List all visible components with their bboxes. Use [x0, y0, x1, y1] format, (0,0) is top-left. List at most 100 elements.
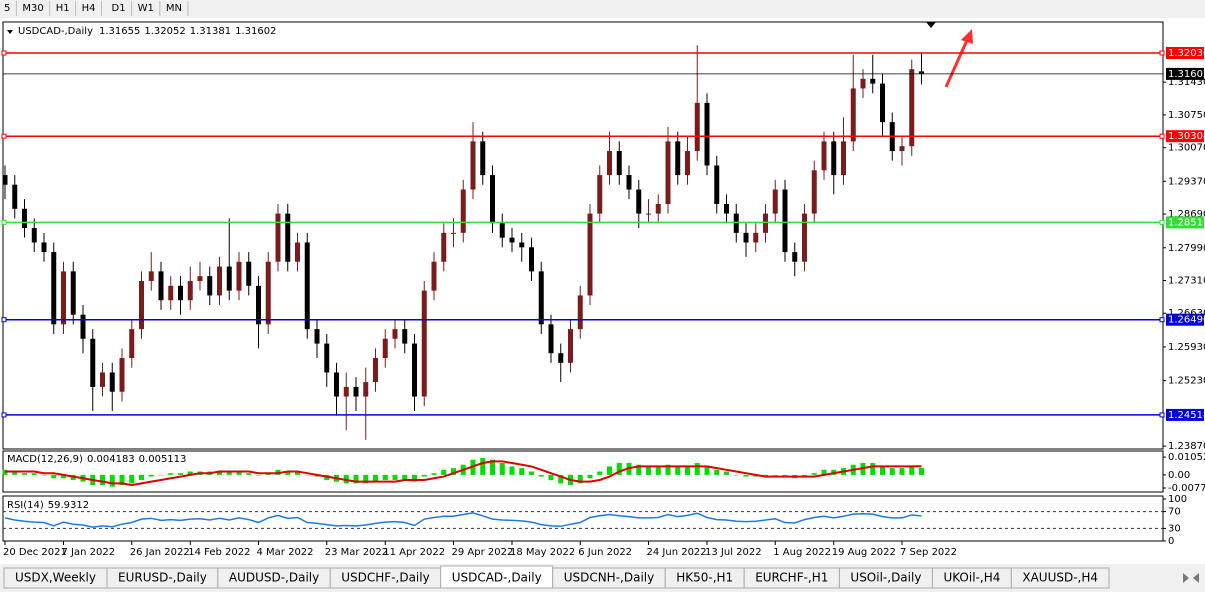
rsi-line	[4, 512, 922, 528]
macd-bar	[685, 466, 690, 475]
tab-label[interactable]: EURCHF-,H1	[755, 571, 828, 585]
timeframe-button[interactable]: D1	[112, 3, 126, 14]
candle-body	[646, 213, 651, 215]
macd-signal	[5, 460, 922, 487]
candle-body	[256, 285, 261, 325]
tab-label[interactable]: USOil-,Daily	[850, 571, 921, 585]
shift-marker	[926, 22, 936, 28]
x-tick-label: 14 Feb 2022	[188, 547, 250, 558]
macd-bar	[577, 474, 583, 484]
x-tick-label: 4 Mar 2022	[257, 547, 314, 558]
x-tick-label: 7 Sep 2022	[900, 547, 957, 558]
x-tick-label: 13 Jul 2022	[705, 547, 762, 558]
candle-body	[753, 232, 759, 243]
tab[interactable]: XAUUSD-,H4	[1010, 567, 1110, 589]
candle-body	[821, 141, 827, 171]
tab-label[interactable]: USDX,Weekly	[15, 571, 96, 585]
tab-label[interactable]: AUDUSD-,Daily	[229, 571, 319, 585]
tab[interactable]: UKOil-,H4	[931, 567, 1012, 589]
candle-body	[129, 329, 135, 359]
macd-label: MACD(12,26,9)	[7, 454, 83, 465]
tab[interactable]: USDX,Weekly	[3, 567, 108, 589]
macd-bar	[694, 463, 700, 475]
tab-scroll-left[interactable]	[1193, 573, 1199, 583]
tab[interactable]: USOil-,Daily	[838, 567, 933, 589]
tab-label[interactable]: HK50-,H1	[676, 571, 733, 585]
candle-body	[41, 242, 47, 253]
tab-scroll-right[interactable]	[1183, 573, 1189, 583]
macd-bar	[441, 469, 447, 475]
tab-background[interactable]	[1010, 567, 1110, 589]
candle-body	[782, 189, 788, 253]
annotation-arrow	[944, 29, 973, 88]
macd-bar	[139, 474, 144, 480]
candle-body	[392, 329, 398, 339]
tab-label[interactable]: UKOil-,H4	[943, 571, 1000, 585]
macd-bar	[889, 468, 895, 475]
macd-label: 0.005113	[139, 454, 187, 465]
candle-body	[704, 102, 710, 166]
macd-label: 0.004183	[87, 454, 135, 465]
timeframe-button[interactable]: W1	[138, 3, 154, 14]
candle-body	[607, 151, 612, 176]
candle-body	[772, 189, 778, 214]
timeframe-button[interactable]: H4	[82, 3, 96, 14]
candle-body	[12, 184, 18, 209]
candle-body	[724, 203, 729, 214]
tab[interactable]: EURCHF-,H1	[743, 567, 840, 589]
macd-bar	[909, 466, 915, 475]
candle-body	[343, 386, 349, 397]
tab[interactable]: EURUSD-,Daily	[106, 567, 219, 589]
header-ohlc: 1.32052	[144, 26, 185, 37]
tab-label[interactable]: XAUUSD-,H4	[1022, 571, 1098, 585]
macd-bar	[899, 468, 905, 475]
candle-body	[197, 276, 203, 281]
candle-body	[314, 329, 320, 344]
candle-body	[431, 261, 437, 291]
macd-bar	[558, 474, 564, 484]
candle-body	[655, 203, 661, 214]
macd-bar	[31, 473, 37, 475]
tab[interactable]: HK50-,H1	[664, 567, 745, 589]
y-tick-label: 1.25230	[1168, 376, 1205, 387]
candle-body	[480, 141, 486, 176]
macd-bar	[363, 474, 369, 484]
macd-bar	[158, 474, 164, 476]
tab-label[interactable]: EURUSD-,Daily	[118, 571, 207, 585]
timeframe-button[interactable]: MN	[166, 3, 182, 14]
timeframe-button[interactable]: 5	[4, 3, 10, 14]
macd-bar	[295, 471, 300, 475]
tab-label[interactable]: USDCAD-,Daily	[452, 571, 542, 585]
macd-bar	[655, 466, 661, 475]
current-price-label: 1.31602	[1168, 69, 1205, 80]
candle-body	[2, 175, 8, 185]
candle-body	[509, 237, 515, 243]
candle-body	[460, 189, 466, 233]
candle-body	[909, 69, 915, 147]
x-tick-label: 23 Mar 2022	[325, 547, 388, 558]
timeframe-button[interactable]: M30	[22, 3, 43, 14]
level-label-box	[1166, 408, 1204, 421]
macd-bar	[178, 473, 183, 475]
tab[interactable]: USDCHF-,Daily	[329, 567, 442, 589]
candle-body	[577, 295, 583, 330]
candle-body	[451, 232, 456, 234]
candle-body	[373, 358, 378, 383]
tab-label[interactable]: USDCHF-,Daily	[341, 571, 429, 585]
candle-body	[792, 252, 798, 262]
macd-bar	[636, 464, 642, 475]
tab[interactable]: AUDUSD-,Daily	[217, 567, 331, 589]
tab-label[interactable]: USDCNH-,Daily	[564, 571, 655, 585]
candle-body	[187, 280, 193, 301]
toolbar	[0, 0, 1205, 18]
timeframe-button[interactable]: H1	[56, 3, 70, 14]
macd-bar	[714, 469, 720, 475]
macd-bar	[168, 473, 174, 475]
tab[interactable]: USDCAD-,Daily	[440, 565, 554, 589]
candle-body	[412, 343, 417, 397]
macd-bar	[704, 466, 710, 475]
candle-body	[811, 170, 817, 214]
tab[interactable]: USDCNH-,Daily	[552, 567, 666, 589]
macd-bar	[490, 459, 495, 475]
candle-body	[236, 261, 242, 291]
